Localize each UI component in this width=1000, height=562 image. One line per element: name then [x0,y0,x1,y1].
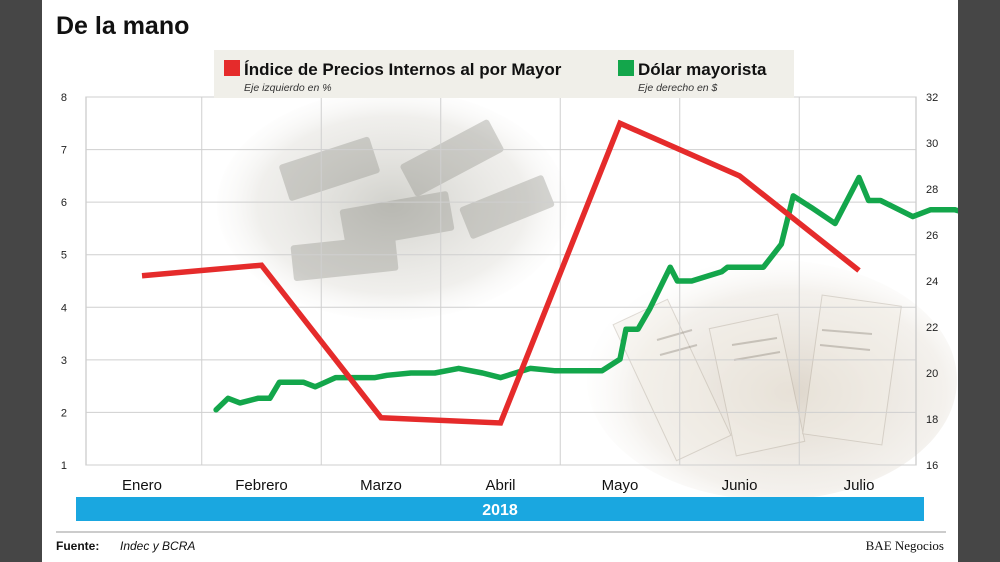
legend-swatch-dolar [618,60,634,76]
left-tick-label: 4 [61,302,67,314]
source-label: Fuente: [56,539,99,553]
chart-canvas: De la mano 1 2 3 4 5 6 7 8 16 18 20 22 24 26 28 30 32 Í… [56,12,958,553]
money-photo-background [217,90,567,320]
right-axis-ticks: 16 18 20 22 24 26 28 30 32 [926,92,938,472]
right-tick-label: 30 [926,138,938,150]
legend-box [214,50,794,98]
right-tick-label: 18 [926,414,938,426]
legend-swatch-ipim [224,60,240,76]
x-tick-label: Febrero [235,477,288,494]
left-tick-label: 6 [61,197,67,209]
x-tick-label: Enero [122,477,162,494]
right-tick-label: 20 [926,368,938,380]
right-tick-label: 26 [926,230,938,242]
left-tick-label: 2 [61,407,67,419]
left-tick-label: 5 [61,250,67,262]
right-tick-label: 16 [926,460,938,472]
chart-title: De la mano [56,12,189,40]
right-tick-label: 22 [926,322,938,334]
left-tick-label: 7 [61,145,67,157]
legend-label-dolar: Dólar mayorista [638,60,767,79]
x-tick-label: Julio [844,477,875,494]
receipt-photo-background [587,260,957,500]
source-value: Indec y BCRA [120,539,195,553]
left-tick-label: 1 [61,460,67,472]
right-tick-label: 32 [926,92,938,104]
legend-sub-dolar: Eje derecho en $ [638,82,718,94]
left-tick-label: 3 [61,355,67,367]
x-axis-labels: Enero Febrero Marzo Abril Mayo Junio Julio [122,477,874,494]
x-tick-label: Abril [485,477,515,494]
legend-sub-ipim: Eje izquierdo en % [244,82,332,94]
x-tick-label: Marzo [360,477,402,494]
chart-card: De la mano 1 2 3 4 5 6 7 8 16 18 20 22 24 26 28 30 32 Í… [42,0,958,562]
legend: Índice de Precios Internos al por Mayor … [214,50,794,98]
credit-label: BAE Negocios [866,538,944,553]
legend-label-ipim: Índice de Precios Internos al por Mayor [244,60,562,79]
year-band [76,497,924,521]
x-tick-label: Mayo [602,477,639,494]
x-tick-label: Junio [722,477,758,494]
left-tick-label: 8 [61,92,67,104]
series-line-dolar-mayorista [213,174,958,413]
series-lines [141,119,958,426]
year-label: 2018 [482,502,518,519]
right-tick-label: 28 [926,184,938,196]
right-tick-label: 24 [926,276,938,288]
left-axis-ticks: 1 2 3 4 5 6 7 8 [61,92,67,472]
series-line-ipim [141,119,861,426]
